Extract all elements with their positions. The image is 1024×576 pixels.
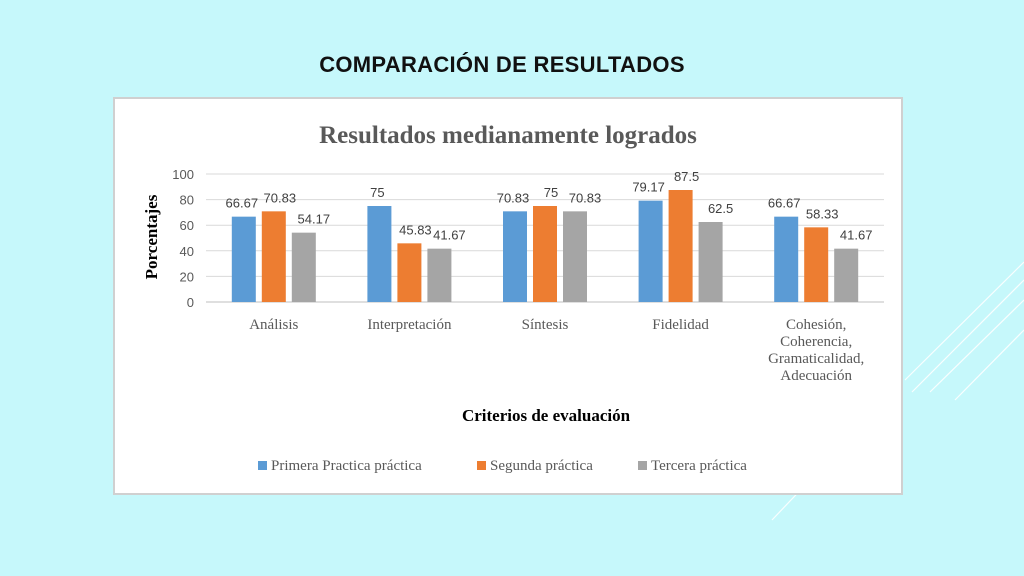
legend-entry: Segunda práctica: [490, 458, 593, 474]
x-tick-label: Análisis: [249, 317, 298, 333]
data-label: 70.83: [569, 190, 602, 205]
bar: [563, 211, 587, 302]
chart-container: Resultados medianamente logrados Porcent…: [113, 97, 903, 495]
data-label: 66.67: [768, 196, 801, 211]
x-tick-label: Fidelidad: [652, 317, 709, 333]
bar: [638, 200, 663, 302]
x-tick-label: Interpretación: [367, 317, 452, 333]
bar: [427, 248, 452, 302]
data-label: 54.17: [298, 212, 331, 227]
legend-entry: Tercera práctica: [651, 458, 747, 474]
y-tick-label: 60: [180, 218, 194, 233]
legend-swatch: [477, 461, 486, 470]
x-tick-label: Cohesión,: [786, 317, 846, 333]
legend-swatch: [258, 461, 267, 470]
data-label: 45.83: [399, 222, 432, 237]
bar-chart: Resultados medianamente logrados Porcent…: [142, 122, 884, 474]
y-tick-label: 100: [172, 167, 194, 182]
data-label: 58.33: [806, 206, 839, 221]
x-tick-labels: Análisis Interpretación Síntesis Fidelidad C…: [249, 317, 864, 384]
y-axis-label: Porcentajes: [142, 194, 161, 279]
y-tick-label: 0: [187, 295, 194, 310]
bar: [367, 206, 392, 302]
bar: [261, 211, 286, 302]
x-tick-label: Gramaticalidad,: [768, 351, 864, 367]
bars: [231, 190, 859, 302]
data-label: 75: [370, 185, 384, 200]
data-label: 79.17: [632, 180, 665, 195]
data-label: 66.67: [226, 196, 259, 211]
y-tick-label: 40: [180, 244, 194, 259]
x-tick-label: Coherencia,: [780, 334, 852, 350]
legend-swatch: [638, 461, 647, 470]
data-label: 70.83: [264, 190, 297, 205]
data-label: 62.5: [708, 201, 733, 216]
data-label: 41.67: [840, 228, 873, 243]
bar: [774, 216, 799, 302]
legend: Primera Practica práctica Segunda práctic…: [258, 458, 747, 474]
y-tick-labels: 0 20 40 60 80 100: [172, 167, 194, 310]
bar: [533, 206, 557, 302]
data-label: 70.83: [497, 190, 530, 205]
data-label: 87.5: [674, 169, 699, 184]
bar: [291, 232, 316, 302]
y-tick-label: 80: [180, 193, 194, 208]
x-tick-label: Síntesis: [522, 317, 569, 333]
bar: [834, 248, 859, 302]
legend-entry: Primera Practica práctica: [271, 458, 422, 474]
x-tick-label: Adecuación: [780, 368, 852, 384]
bar: [397, 243, 422, 302]
bar: [668, 190, 693, 302]
bar: [698, 222, 723, 302]
data-label: 75: [544, 185, 558, 200]
bar: [804, 227, 829, 302]
slide-title: COMPARACIÓN DE RESULTADOS: [319, 52, 685, 77]
y-tick-label: 20: [180, 269, 194, 284]
chart-title: Resultados medianamente logrados: [319, 122, 697, 149]
bar: [503, 211, 527, 302]
bar: [231, 216, 256, 302]
data-label: 41.67: [433, 228, 466, 243]
x-axis-label: Criterios de evaluación: [462, 406, 631, 425]
